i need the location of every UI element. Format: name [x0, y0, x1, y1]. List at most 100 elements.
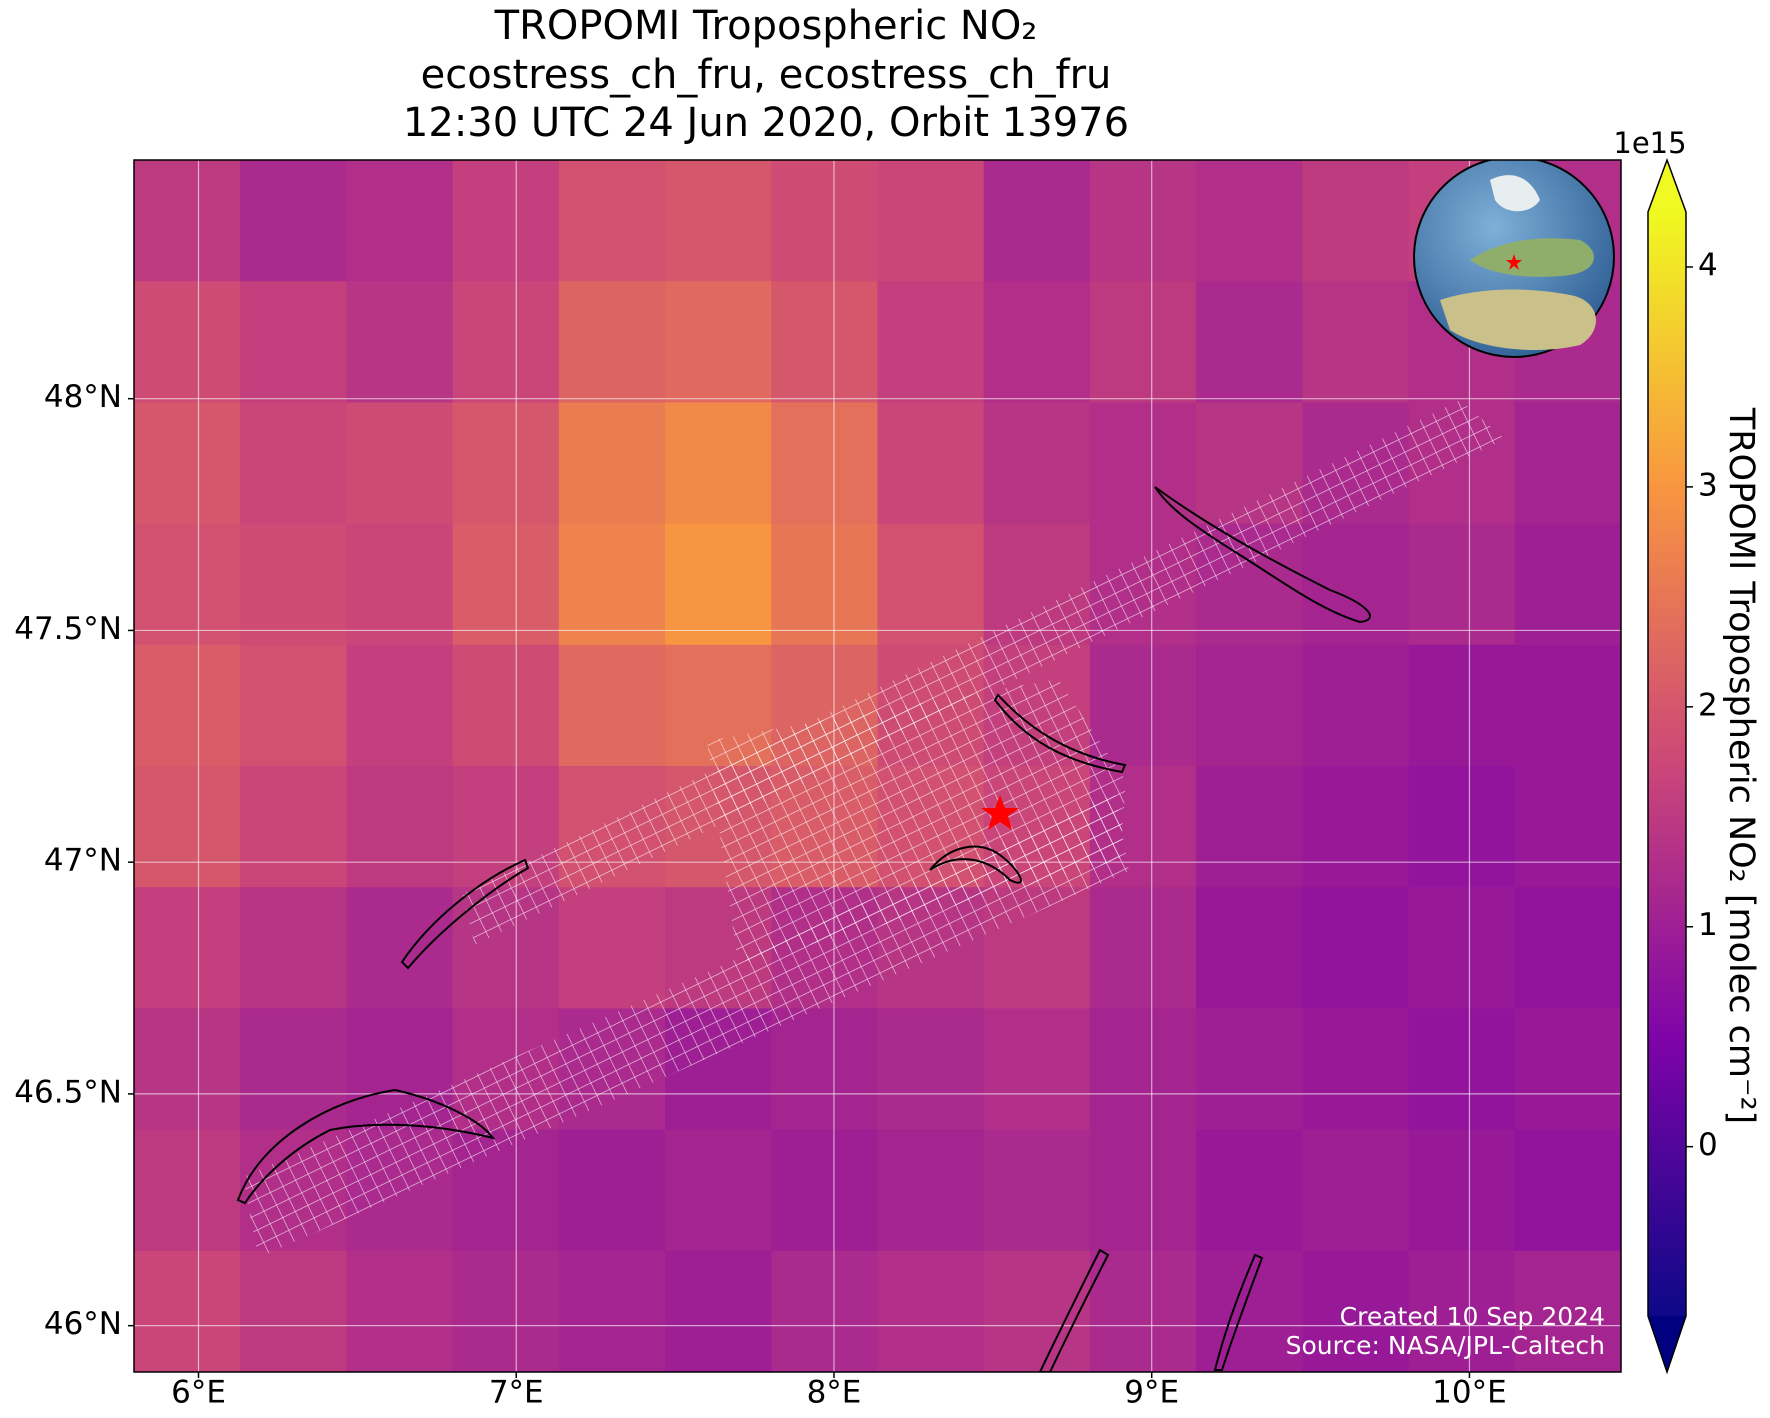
- land: [1470, 238, 1594, 277]
- cell: [983, 1129, 1091, 1252]
- colorbar-tick-label: 1: [1698, 907, 1718, 943]
- cell: [983, 1008, 1091, 1131]
- cell: [1196, 1129, 1303, 1252]
- cell: [452, 402, 560, 525]
- cell: [771, 402, 878, 525]
- y-tick-label: 48°N: [44, 379, 122, 415]
- land: [1490, 175, 1540, 212]
- colorbar-label: TROPOMI Tropospheric NO₂ [molec cm⁻²]: [1721, 407, 1761, 1124]
- x-tick-label: 6°E: [171, 1375, 226, 1411]
- cell: [240, 1008, 347, 1131]
- colorbar-tick-label: 4: [1698, 247, 1718, 283]
- colorbar-extend: [1648, 1316, 1686, 1372]
- cell: [771, 1250, 878, 1372]
- cell: [1089, 160, 1197, 282]
- cell: [558, 1129, 666, 1252]
- colorbar-extend: [1648, 160, 1686, 212]
- cell: [134, 1250, 241, 1372]
- cell: [1089, 1250, 1197, 1372]
- cell: [1089, 644, 1197, 767]
- cell: [1196, 766, 1303, 888]
- globe-marker: [1506, 254, 1522, 270]
- cell: [134, 281, 241, 403]
- cell: [452, 1250, 560, 1372]
- cell: [558, 281, 666, 403]
- cell: [240, 402, 347, 525]
- cell: [346, 1250, 454, 1372]
- lakes: [236, 486, 1371, 1372]
- cell: [240, 1250, 347, 1372]
- cell: [1089, 887, 1197, 1009]
- lake: [993, 693, 1127, 774]
- cell: [1514, 523, 1621, 646]
- cell: [1302, 281, 1410, 403]
- cell: [134, 766, 241, 888]
- cell: [134, 160, 241, 282]
- cell: [1408, 766, 1516, 888]
- lake: [1154, 486, 1371, 624]
- cell: [1196, 281, 1303, 403]
- cell: [1089, 1008, 1197, 1131]
- x-tick-label: 8°E: [807, 1375, 862, 1411]
- colorbar: 0 1 2 3 4: [1647, 157, 1718, 1375]
- cell: [1302, 1008, 1410, 1131]
- cell: [1514, 402, 1621, 525]
- overlay: [236, 160, 1615, 1372]
- cell: [877, 523, 985, 646]
- cell: [1514, 766, 1621, 888]
- cell: [1196, 644, 1303, 767]
- cell: [134, 402, 241, 525]
- cell: [877, 402, 985, 525]
- lake: [400, 858, 530, 970]
- cell: [1302, 766, 1410, 888]
- colorbar-tick-label: 3: [1698, 467, 1718, 503]
- cell: [1514, 1008, 1621, 1131]
- cell: [877, 1008, 985, 1131]
- y-tick-label: 46°N: [44, 1306, 122, 1342]
- cell: [1302, 160, 1410, 282]
- cell: [1514, 1129, 1621, 1252]
- cell: [1408, 1250, 1516, 1372]
- x-tick-label: 10°E: [1432, 1375, 1507, 1411]
- cell: [134, 644, 241, 767]
- cell: [558, 523, 666, 646]
- cell: [134, 887, 241, 1009]
- cell: [1302, 1129, 1410, 1252]
- cell: [240, 523, 347, 646]
- cell: [1408, 644, 1516, 767]
- cell: [452, 160, 560, 282]
- lake: [1213, 1253, 1264, 1371]
- cell: [1089, 1129, 1197, 1252]
- cell: [877, 1129, 985, 1252]
- globe-inset: [1413, 160, 1615, 358]
- cell: [665, 1129, 772, 1252]
- heatmap: [134, 160, 1621, 1372]
- plot-frame: [133, 159, 1622, 1373]
- cell: [1302, 887, 1410, 1009]
- cell: [1196, 160, 1303, 282]
- cell: [983, 281, 1091, 403]
- swath: [707, 679, 1126, 962]
- cell: [665, 1250, 772, 1372]
- title-line: 12:30 UTC 24 Jun 2020, Orbit 13976: [403, 100, 1129, 146]
- colorbar-tick-label: 2: [1698, 687, 1718, 723]
- cell: [771, 1008, 878, 1131]
- x-tick-label: 7°E: [489, 1375, 544, 1411]
- cell: [1408, 887, 1516, 1009]
- cell: [558, 887, 666, 1009]
- cell: [452, 523, 560, 646]
- cell: [134, 523, 241, 646]
- colorbar-tick-label: 0: [1698, 1127, 1718, 1163]
- cell: [346, 523, 454, 646]
- cell: [240, 160, 347, 282]
- credit: Created 10 Sep 2024: [1340, 1302, 1605, 1331]
- x-tick-label: 9°E: [1124, 1375, 1179, 1411]
- cell: [1408, 523, 1516, 646]
- cell: [771, 523, 878, 646]
- cell: [1302, 644, 1410, 767]
- grid: [128, 160, 1621, 1378]
- cell: [452, 644, 560, 767]
- cell: [134, 1008, 241, 1131]
- cell: [346, 766, 454, 888]
